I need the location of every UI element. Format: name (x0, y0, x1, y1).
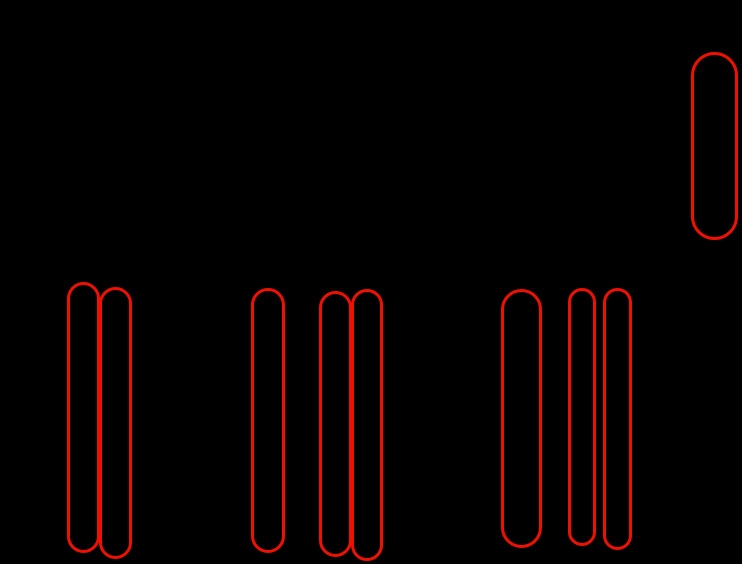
pill-group2-single (251, 288, 285, 553)
pill-group2-pair-left (319, 291, 352, 557)
pill-group3-mid (568, 288, 596, 546)
pill-group1-right (99, 287, 132, 559)
pill-top-right (691, 52, 738, 240)
pill-group3-right (603, 288, 632, 550)
pill-group2-pair-right (351, 289, 383, 561)
pill-group1-left (67, 282, 100, 553)
pill-group3-wide (501, 289, 542, 548)
